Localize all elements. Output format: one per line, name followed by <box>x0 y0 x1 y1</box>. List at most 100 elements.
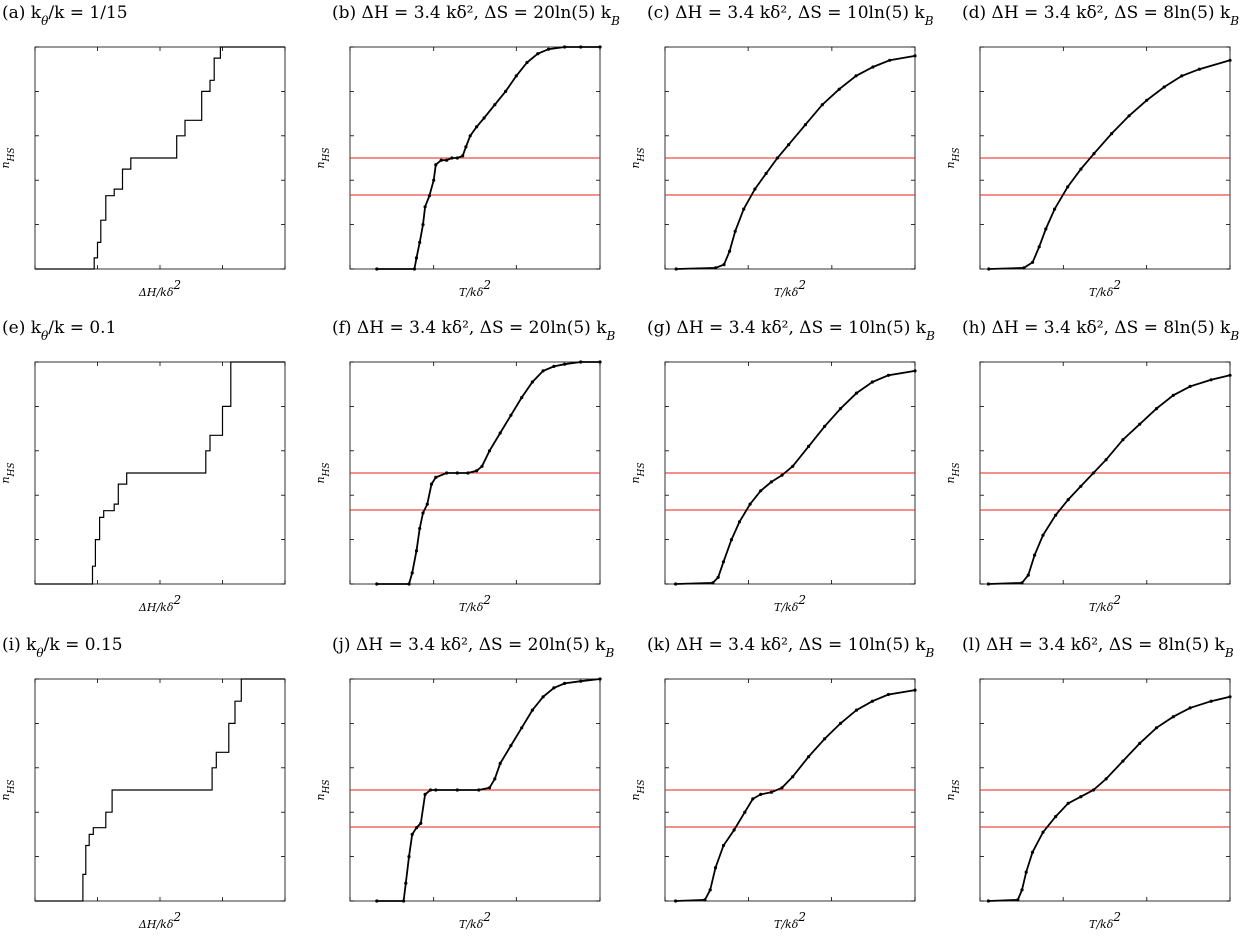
data-point <box>711 581 715 585</box>
data-point <box>475 469 479 473</box>
data-point <box>888 58 892 62</box>
data-point <box>1180 74 1184 78</box>
data-point <box>1171 715 1175 719</box>
data-point <box>461 154 465 158</box>
data-point <box>407 855 411 859</box>
data-point <box>1026 573 1030 577</box>
x-axis-label: T/kδ2 <box>774 593 806 614</box>
series-line <box>988 374 1231 585</box>
data-point <box>1138 422 1142 426</box>
data-point <box>418 526 422 531</box>
data-point <box>1022 266 1026 270</box>
data-point <box>870 699 875 703</box>
data-point <box>986 582 991 586</box>
data-point <box>1066 498 1070 502</box>
data-point <box>769 790 774 794</box>
data-point <box>1053 207 1057 211</box>
panel-e: (e) kθ/k = 0.1 ΔH/kδ2 nHS <box>0 318 286 614</box>
data-point <box>838 721 843 726</box>
data-point <box>520 395 524 400</box>
panel-title: (a) kθ/k = 1/15 <box>2 3 128 28</box>
y-axis-label: nHS <box>0 147 17 168</box>
panel-title: (d) ΔH = 3.4 kδ², ΔS = 8ln(5) kB <box>962 3 1239 28</box>
data-point <box>427 194 431 198</box>
data-point <box>598 45 602 49</box>
data-point <box>375 267 379 271</box>
data-point <box>421 223 425 227</box>
data-point <box>434 788 438 792</box>
data-point <box>780 786 784 790</box>
series-line <box>676 55 916 270</box>
data-point <box>563 681 567 686</box>
data-point <box>1016 898 1020 902</box>
data-point <box>598 677 602 681</box>
data-point <box>1020 581 1024 585</box>
data-point <box>743 810 747 814</box>
data-point <box>439 158 443 162</box>
panel-c: (c) ΔH = 3.4 kδ², ΔS = 10ln(5) kB T/kδ2 nH… <box>629 3 934 299</box>
data-point <box>480 464 484 468</box>
data-point <box>423 205 427 209</box>
data-point <box>402 899 406 903</box>
data-point <box>729 538 734 542</box>
x-axis-label: T/kδ2 <box>459 910 491 931</box>
data-point <box>445 158 449 162</box>
series-line <box>35 678 285 902</box>
data-point <box>432 178 436 182</box>
data-point <box>886 373 891 377</box>
x-axis-label: T/kδ2 <box>459 278 491 299</box>
data-point <box>913 369 917 373</box>
data-point <box>1041 830 1045 834</box>
data-point <box>870 380 875 384</box>
data-point <box>1079 795 1083 799</box>
panel-a: (a) kθ/k = 1/15 ΔH/kδ2 nHS <box>0 3 286 299</box>
data-point <box>1079 167 1083 171</box>
y-axis-label: nHS <box>629 779 647 800</box>
data-point <box>1121 438 1125 442</box>
data-point <box>807 755 811 759</box>
data-point <box>504 89 508 93</box>
panel-g: (g) ΔH = 3.4 kδ², ΔS = 10ln(5) kB T/kδ2 nH… <box>629 318 935 614</box>
data-point <box>854 74 858 78</box>
panel-d: (d) ΔH = 3.4 kδ², ΔS = 8ln(5) kB T/kδ2 nHS <box>944 3 1239 299</box>
data-point <box>674 582 678 586</box>
data-point <box>1138 741 1142 746</box>
data-point <box>1079 484 1083 488</box>
panel-title: (k) ΔH = 3.4 kδ², ΔS = 10ln(5) kB <box>647 635 935 660</box>
data-point <box>493 103 497 107</box>
data-point <box>1037 245 1041 249</box>
data-point <box>546 47 551 51</box>
x-axis-label: T/kδ2 <box>1089 910 1121 931</box>
data-point <box>434 163 438 167</box>
data-point <box>482 116 486 120</box>
data-point <box>412 267 416 271</box>
x-axis-label: T/kδ2 <box>1089 278 1121 299</box>
data-point <box>455 788 459 792</box>
y-axis-label: nHS <box>0 462 17 483</box>
data-point <box>1104 777 1108 781</box>
panel-title: (f) ΔH = 3.4 kδ², ΔS = 20ln(5) kB <box>332 318 616 343</box>
data-point <box>838 407 843 411</box>
data-point <box>520 726 524 730</box>
data-point <box>498 761 502 766</box>
data-point <box>563 362 567 366</box>
data-point <box>1030 850 1035 854</box>
data-point <box>1020 888 1024 892</box>
data-point <box>748 502 752 506</box>
data-point <box>913 54 917 58</box>
data-point <box>886 692 891 697</box>
data-point <box>759 489 763 493</box>
data-point <box>579 45 583 49</box>
data-point <box>464 145 468 149</box>
data-point <box>541 369 545 373</box>
data-point <box>1162 85 1166 89</box>
data-point <box>1041 533 1045 537</box>
data-point <box>428 788 433 792</box>
data-point <box>579 679 583 683</box>
data-point <box>429 482 434 486</box>
data-point <box>1091 471 1095 475</box>
x-axis-label: T/kδ2 <box>774 278 806 299</box>
data-point <box>1228 373 1232 377</box>
panel-title: (c) ΔH = 3.4 kδ², ΔS = 10ln(5) kB <box>647 3 934 28</box>
